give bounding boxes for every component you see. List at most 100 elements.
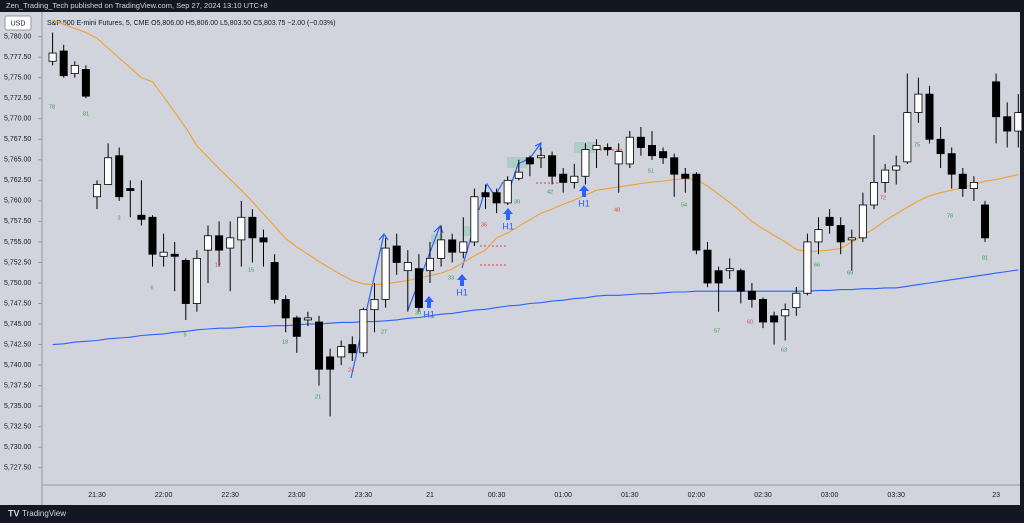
trend-line [505,142,542,201]
candle-body [292,317,301,337]
bar-count: 63 [781,347,787,353]
bar-count: 81 [83,111,89,117]
x-tick-label: 21 [426,492,434,499]
candle-body [736,270,745,292]
bar-count: 57 [714,328,720,334]
candle-body [670,157,679,175]
candle-body [570,175,579,183]
candle-body [148,216,157,255]
currency-box[interactable] [4,15,32,31]
signal-label: H1 [578,198,590,208]
candle-body [648,145,657,157]
candle-body [281,299,290,319]
candle-body [981,204,990,239]
bar-count: 60 [747,319,753,325]
bar-count: 30 [415,310,421,316]
candle-body [914,93,923,113]
zone [507,157,527,168]
candle-body [126,188,135,192]
y-tick-label: 5,735.00 [4,403,31,410]
candle-body [537,155,546,159]
candle-body [192,257,201,304]
bar-count: 66 [814,262,820,268]
candle-body [1014,112,1023,132]
bar-count: 42 [547,189,553,195]
candle-body [1003,116,1012,132]
x-tick-label: 23:30 [355,492,373,499]
y-tick-label: 5,752.50 [4,259,31,266]
y-tick-label: 5,760.00 [4,198,31,205]
signal-arrow [424,296,434,308]
candle-body [314,321,323,370]
x-tick-label: 02:30 [754,492,772,499]
y-tick-label: 5,737.50 [4,382,31,389]
y-tick-label: 5,740.00 [4,362,31,369]
publisher-text: Zen_Trading_Tech published on TradingVie… [6,1,268,10]
candle-body [992,81,1001,118]
candle-body [792,292,801,309]
bar-count: 72 [880,195,886,201]
y-tick-label: 5,770.00 [4,116,31,123]
y-tick-label: 5,757.50 [4,218,31,225]
plot: 5,727.50 5,730.00 5,732.50 5,735.00 5,737.50… [4,19,1023,499]
candle-body [159,251,168,257]
trend-arrow [534,141,542,151]
bar-count: 27 [381,329,387,335]
bar-count: 12 [215,262,221,268]
bar-count: 39 [514,199,520,205]
candle-body [303,317,312,321]
candle-body [903,112,912,163]
y-tick-label: 5,767.50 [4,136,31,143]
candle-body [470,196,479,243]
candle-body [492,192,501,204]
candle-body [115,155,124,198]
candle-body [481,192,490,198]
candle-body [414,268,423,309]
x-tick-label: 23 [992,492,1000,499]
signal-label: H1 [502,221,514,231]
signal-label: H1 [456,287,468,297]
x-tick-label: 03:30 [887,492,905,499]
candle-body [858,204,867,239]
x-tick-label: 22:00 [155,492,173,499]
candle-body [203,235,212,251]
candle-body [559,173,568,183]
candle-body [592,145,601,150]
candle-body [614,151,623,165]
candle-body [93,184,102,198]
moving-average [52,269,1019,346]
candle-body [925,93,934,140]
currency-label[interactable]: USD [11,20,26,27]
candle-body [759,299,768,323]
candle-body [681,173,690,179]
candle-body [581,149,590,177]
x-tick-label: 01:30 [621,492,639,499]
bar-count: 54 [681,202,687,208]
candle-body [237,216,246,241]
candle-body [692,173,701,251]
x-tick-label: 02:00 [688,492,706,499]
candle-body [381,247,390,300]
candle-body [81,69,90,97]
candle-body [392,245,401,263]
x-tick-label: 01:00 [554,492,572,499]
candle-body [703,249,712,284]
candle-body [215,235,224,251]
bar-count: 78 [947,213,953,219]
candle-body [958,173,967,189]
candle-body [870,181,879,206]
zone [431,234,443,244]
y-tick-label: 5,762.50 [4,177,31,184]
candle-body [48,52,57,62]
y-tick-label: 5,747.50 [4,300,31,307]
moving-average [52,19,1019,286]
candle-body [170,253,179,257]
brand: TV TradingView [8,508,66,518]
y-tick-label: 5,775.00 [4,75,31,82]
candle-body [359,309,368,354]
signal-label: H1 [423,309,435,319]
bar-count: 69 [847,270,853,276]
x-tick-label: 00:30 [488,492,506,499]
x-tick-label: 22:30 [221,492,239,499]
signal-arrow [579,185,589,197]
